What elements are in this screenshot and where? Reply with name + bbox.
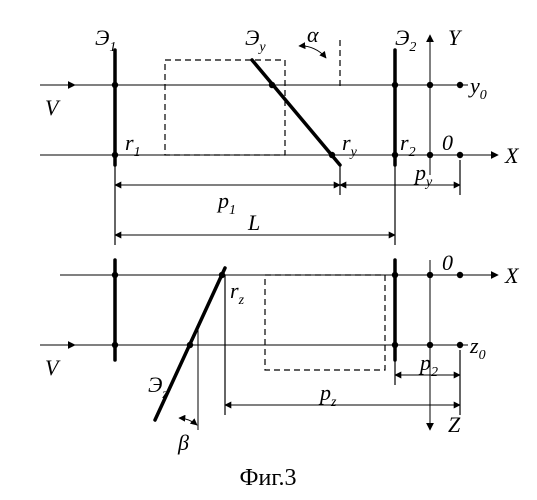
v-label-bottom: V xyxy=(45,355,61,380)
top-panel: Y X V α Э1 Э2 Эy r1 r2 ry y0 0 xyxy=(40,22,520,175)
electrode-ey xyxy=(252,60,340,165)
L-label: L xyxy=(247,210,260,235)
ey-label: Эy xyxy=(245,25,266,55)
alpha-arc xyxy=(299,46,326,58)
p1-label: p1 xyxy=(216,188,236,218)
figure-caption: Фиг.3 xyxy=(240,465,297,491)
z0-label: z0 xyxy=(469,333,486,363)
x-axis-label-top: X xyxy=(504,143,520,168)
alpha-label: α xyxy=(307,22,319,47)
z-axis-label: Z xyxy=(448,412,461,437)
e1-label: Э1 xyxy=(95,25,116,55)
x-axis-label-bottom: X xyxy=(504,263,520,288)
y0-label: y0 xyxy=(468,73,487,103)
v-label-top: V xyxy=(45,95,61,120)
origin-top: 0 xyxy=(442,130,453,155)
ez-label: Эz xyxy=(148,372,168,402)
dashed-rect-bottom xyxy=(265,275,385,370)
beta-arc xyxy=(179,418,197,425)
y-axis-label: Y xyxy=(448,25,463,50)
figure-svg: Y X V α Э1 Э2 Эy r1 r2 ry y0 0 p1 py L X xyxy=(0,0,537,500)
e2-label: Э2 xyxy=(395,25,416,55)
origin-bottom: 0 xyxy=(442,250,453,275)
bottom-panel: X 0 V Z β Эz rz z0 p2 pz xyxy=(40,250,520,455)
dashed-rect-top xyxy=(165,60,285,155)
rz-label: rz xyxy=(230,278,245,308)
beta-label: β xyxy=(177,430,189,455)
dimensions: p1 py L xyxy=(115,160,460,245)
